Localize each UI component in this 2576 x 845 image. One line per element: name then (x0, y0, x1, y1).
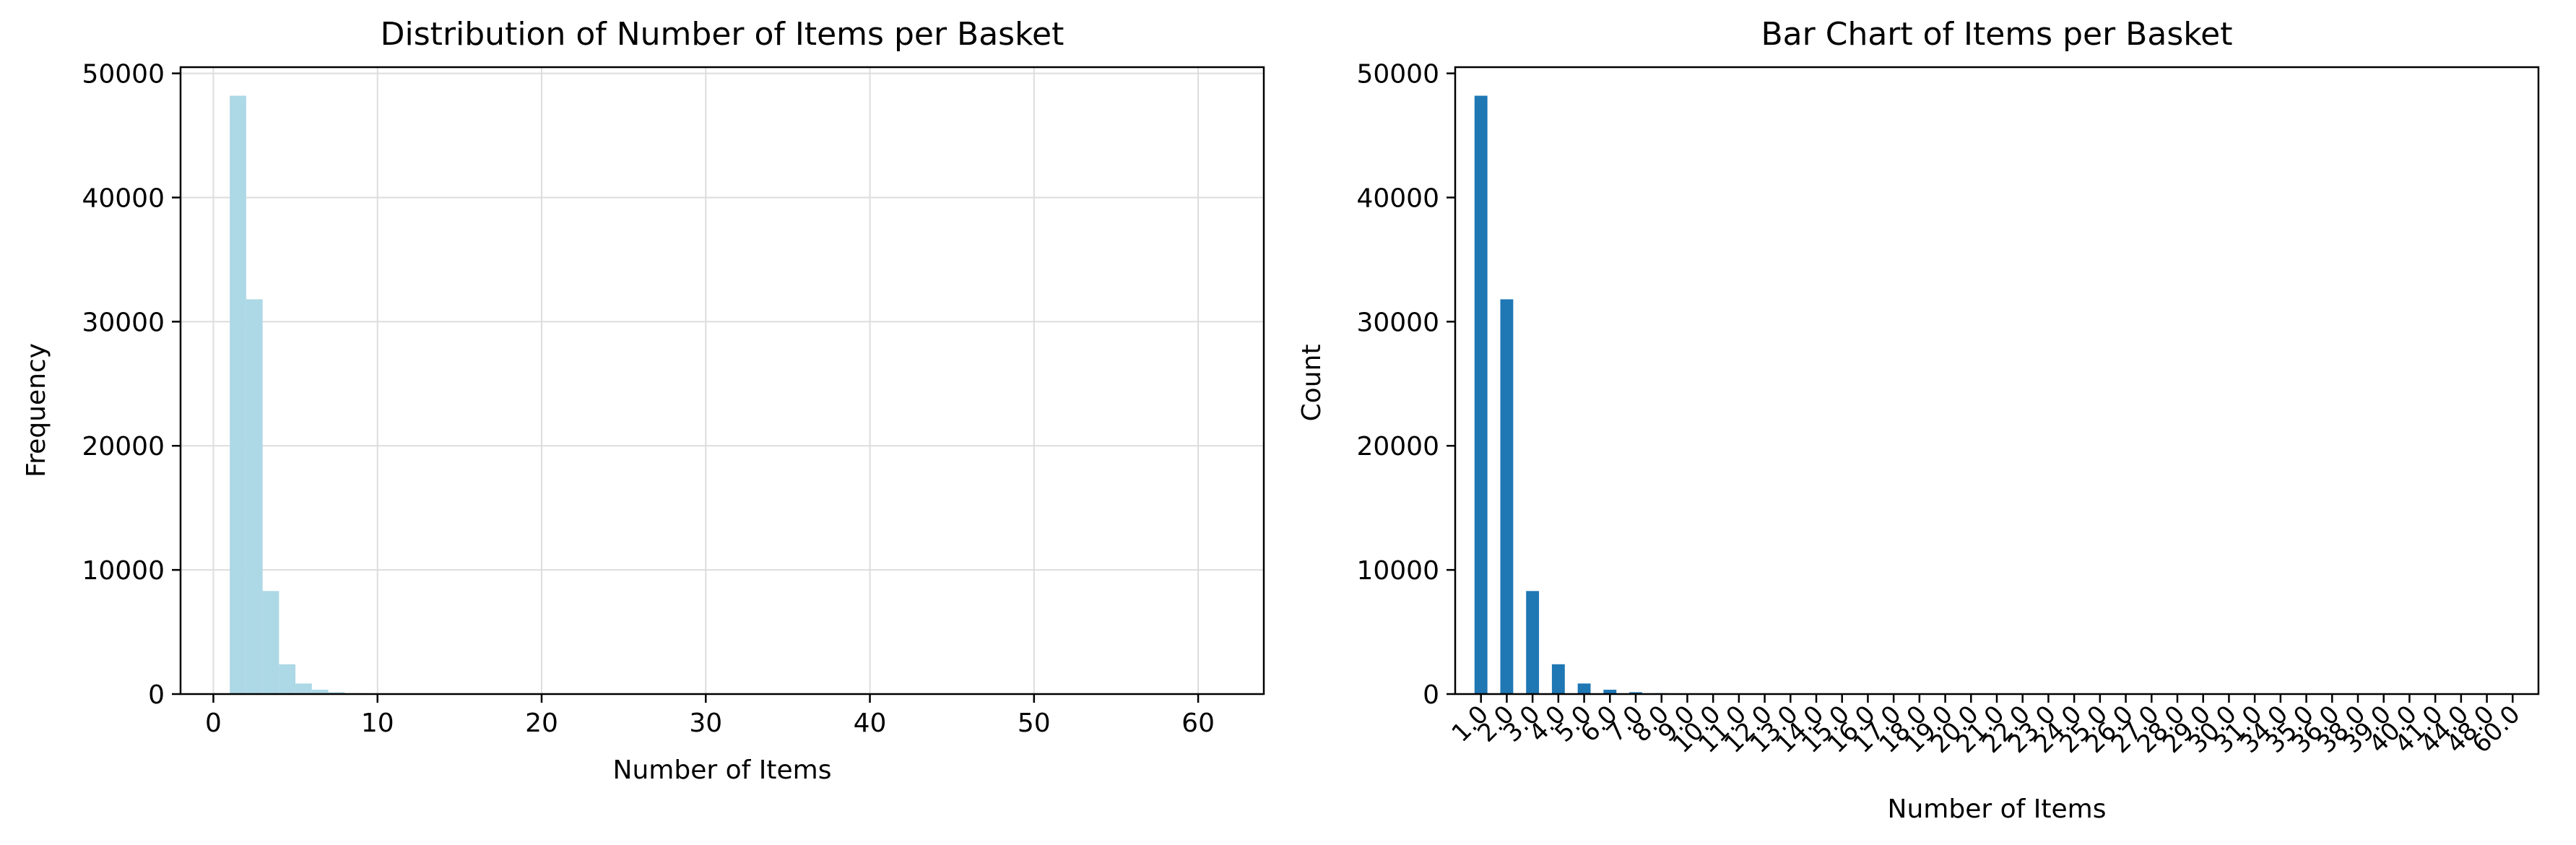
y-axis-ticks: 0 10000 20000 30000 40000 50000 (82, 60, 181, 710)
bar (1629, 692, 1642, 694)
x-axis-ticks: 1.02.03.04.05.06.07.08.09.010.011.012.01… (1447, 694, 2526, 759)
x-axis-label: Number of Items (1888, 794, 2107, 824)
bar (1577, 683, 1591, 694)
histogram-bar (262, 591, 279, 694)
y-tick-label: 40000 (1356, 183, 1439, 213)
bar (1526, 591, 1540, 694)
chart-title: Bar Chart of Items per Basket (1761, 16, 2233, 53)
y-tick-label: 20000 (1356, 432, 1439, 462)
histogram-bar (328, 692, 345, 694)
y-tick-label: 30000 (82, 308, 165, 337)
x-tick-label: 50 (1018, 708, 1051, 738)
x-tick-label: 20 (525, 708, 558, 738)
bar (1603, 689, 1617, 694)
y-tick-label: 10000 (82, 556, 165, 586)
grid-lines (181, 67, 1264, 695)
x-axis-ticks: 0 10 20 30 40 50 60 (205, 694, 1215, 738)
bars (1474, 95, 2520, 695)
bar (1551, 664, 1565, 694)
y-tick-label: 40000 (82, 183, 165, 213)
y-tick-label: 20000 (82, 432, 165, 462)
plot-frame (179, 66, 1265, 696)
histogram-chart: Distribution of Number of Items per Bask… (22, 16, 1265, 785)
histogram-bar (295, 683, 312, 694)
x-tick-label: 30 (689, 708, 722, 738)
x-tick-label: 40 (854, 708, 887, 738)
plot-frame (1454, 66, 2540, 696)
bar (1474, 95, 1488, 695)
y-tick-label: 0 (1423, 680, 1439, 710)
y-tick-label: 0 (148, 680, 165, 710)
y-tick-label: 50000 (1356, 60, 1439, 90)
y-tick-label: 10000 (1356, 556, 1439, 586)
chart-title: Distribution of Number of Items per Bask… (381, 16, 1064, 53)
y-axis-ticks: 0 10000 20000 30000 40000 50000 (1356, 60, 1455, 710)
y-tick-label: 30000 (1356, 308, 1439, 337)
y-tick-label: 50000 (82, 60, 165, 90)
x-axis-label: Number of Items (613, 755, 832, 785)
y-axis-label: Frequency (22, 343, 51, 477)
histogram-bar (311, 689, 329, 694)
x-tick-label: 10 (361, 708, 394, 738)
histogram-bar (279, 664, 296, 694)
y-axis-label: Count (1297, 344, 1327, 422)
x-tick-label: 60 (1181, 708, 1215, 738)
histogram-bar (230, 95, 246, 695)
x-tick-label: 0 (205, 708, 222, 738)
histogram-bars (230, 95, 477, 695)
histogram-bar (246, 299, 263, 694)
bar (1500, 299, 1514, 694)
bar-chart: Bar Chart of Items per Basket Count Numb… (1297, 16, 2540, 824)
